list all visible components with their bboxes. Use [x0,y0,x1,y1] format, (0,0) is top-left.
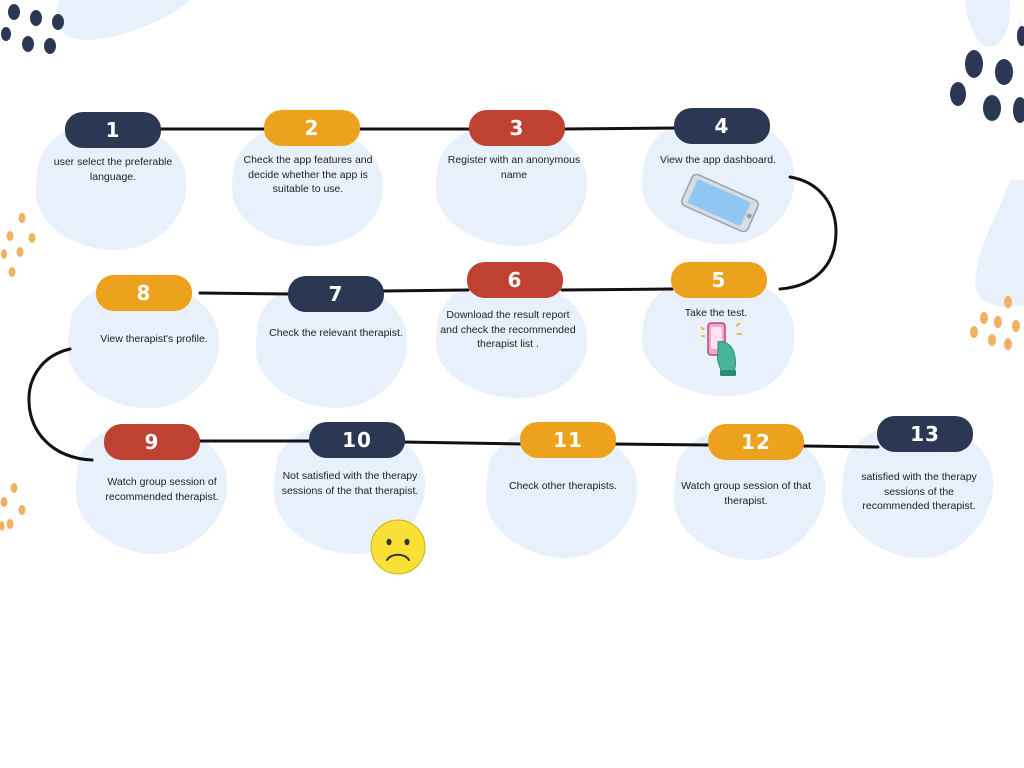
step-text-7: Check the relevant therapist. [269,327,403,339]
hand-holding-phone-icon [700,322,742,376]
step-number-10: 10 [309,422,405,458]
step-text-13: satisfied with the therapy sessions of t… [861,471,977,512]
step-number-13: 13 [877,416,973,452]
corner-blob [965,0,1011,47]
step-number-8: 8 [96,275,192,311]
step-number-7: 7 [288,276,384,312]
step-number-11: 11 [520,422,616,458]
step-text-3: Register with an anonymous name [447,154,581,181]
sad-face-icon [370,519,426,575]
orange-dots [0,483,26,531]
orange-dots [970,296,1020,350]
corner-blob [56,0,190,41]
step-text-10: Not satisfied with the therapy sessions … [281,470,419,497]
step-number-2: 2 [264,110,360,146]
step-number-1: 1 [65,112,161,148]
step-text-1: user select the preferable language. [53,156,173,183]
step-number-6: 6 [467,262,563,298]
step-text-9: Watch group session of recommended thera… [105,476,219,503]
step-text-12: Watch group session of that therapist. [681,480,811,507]
navy-dots [950,26,1024,123]
step-number-4: 4 [674,108,770,144]
step-text-8: View therapist's profile. [100,333,208,345]
step-text-4: View the app dashboard. [660,154,776,166]
step-text-11: Check other therapists. [509,480,617,492]
step-number-3: 3 [469,110,565,146]
orange-dots [1,213,36,277]
navy-dots [1,4,64,54]
smartphone-icon [681,174,759,232]
step-text-5: Take the test. [684,307,748,319]
step-text-2: Check the app features and decide whethe… [243,154,373,195]
step-text-6: Download the result report and check the… [440,309,576,350]
connector-lines [27,126,880,462]
step-number-12: 12 [708,424,804,460]
step-number-5: 5 [671,262,767,298]
side-blob [975,180,1024,307]
step-number-9: 9 [104,424,200,460]
